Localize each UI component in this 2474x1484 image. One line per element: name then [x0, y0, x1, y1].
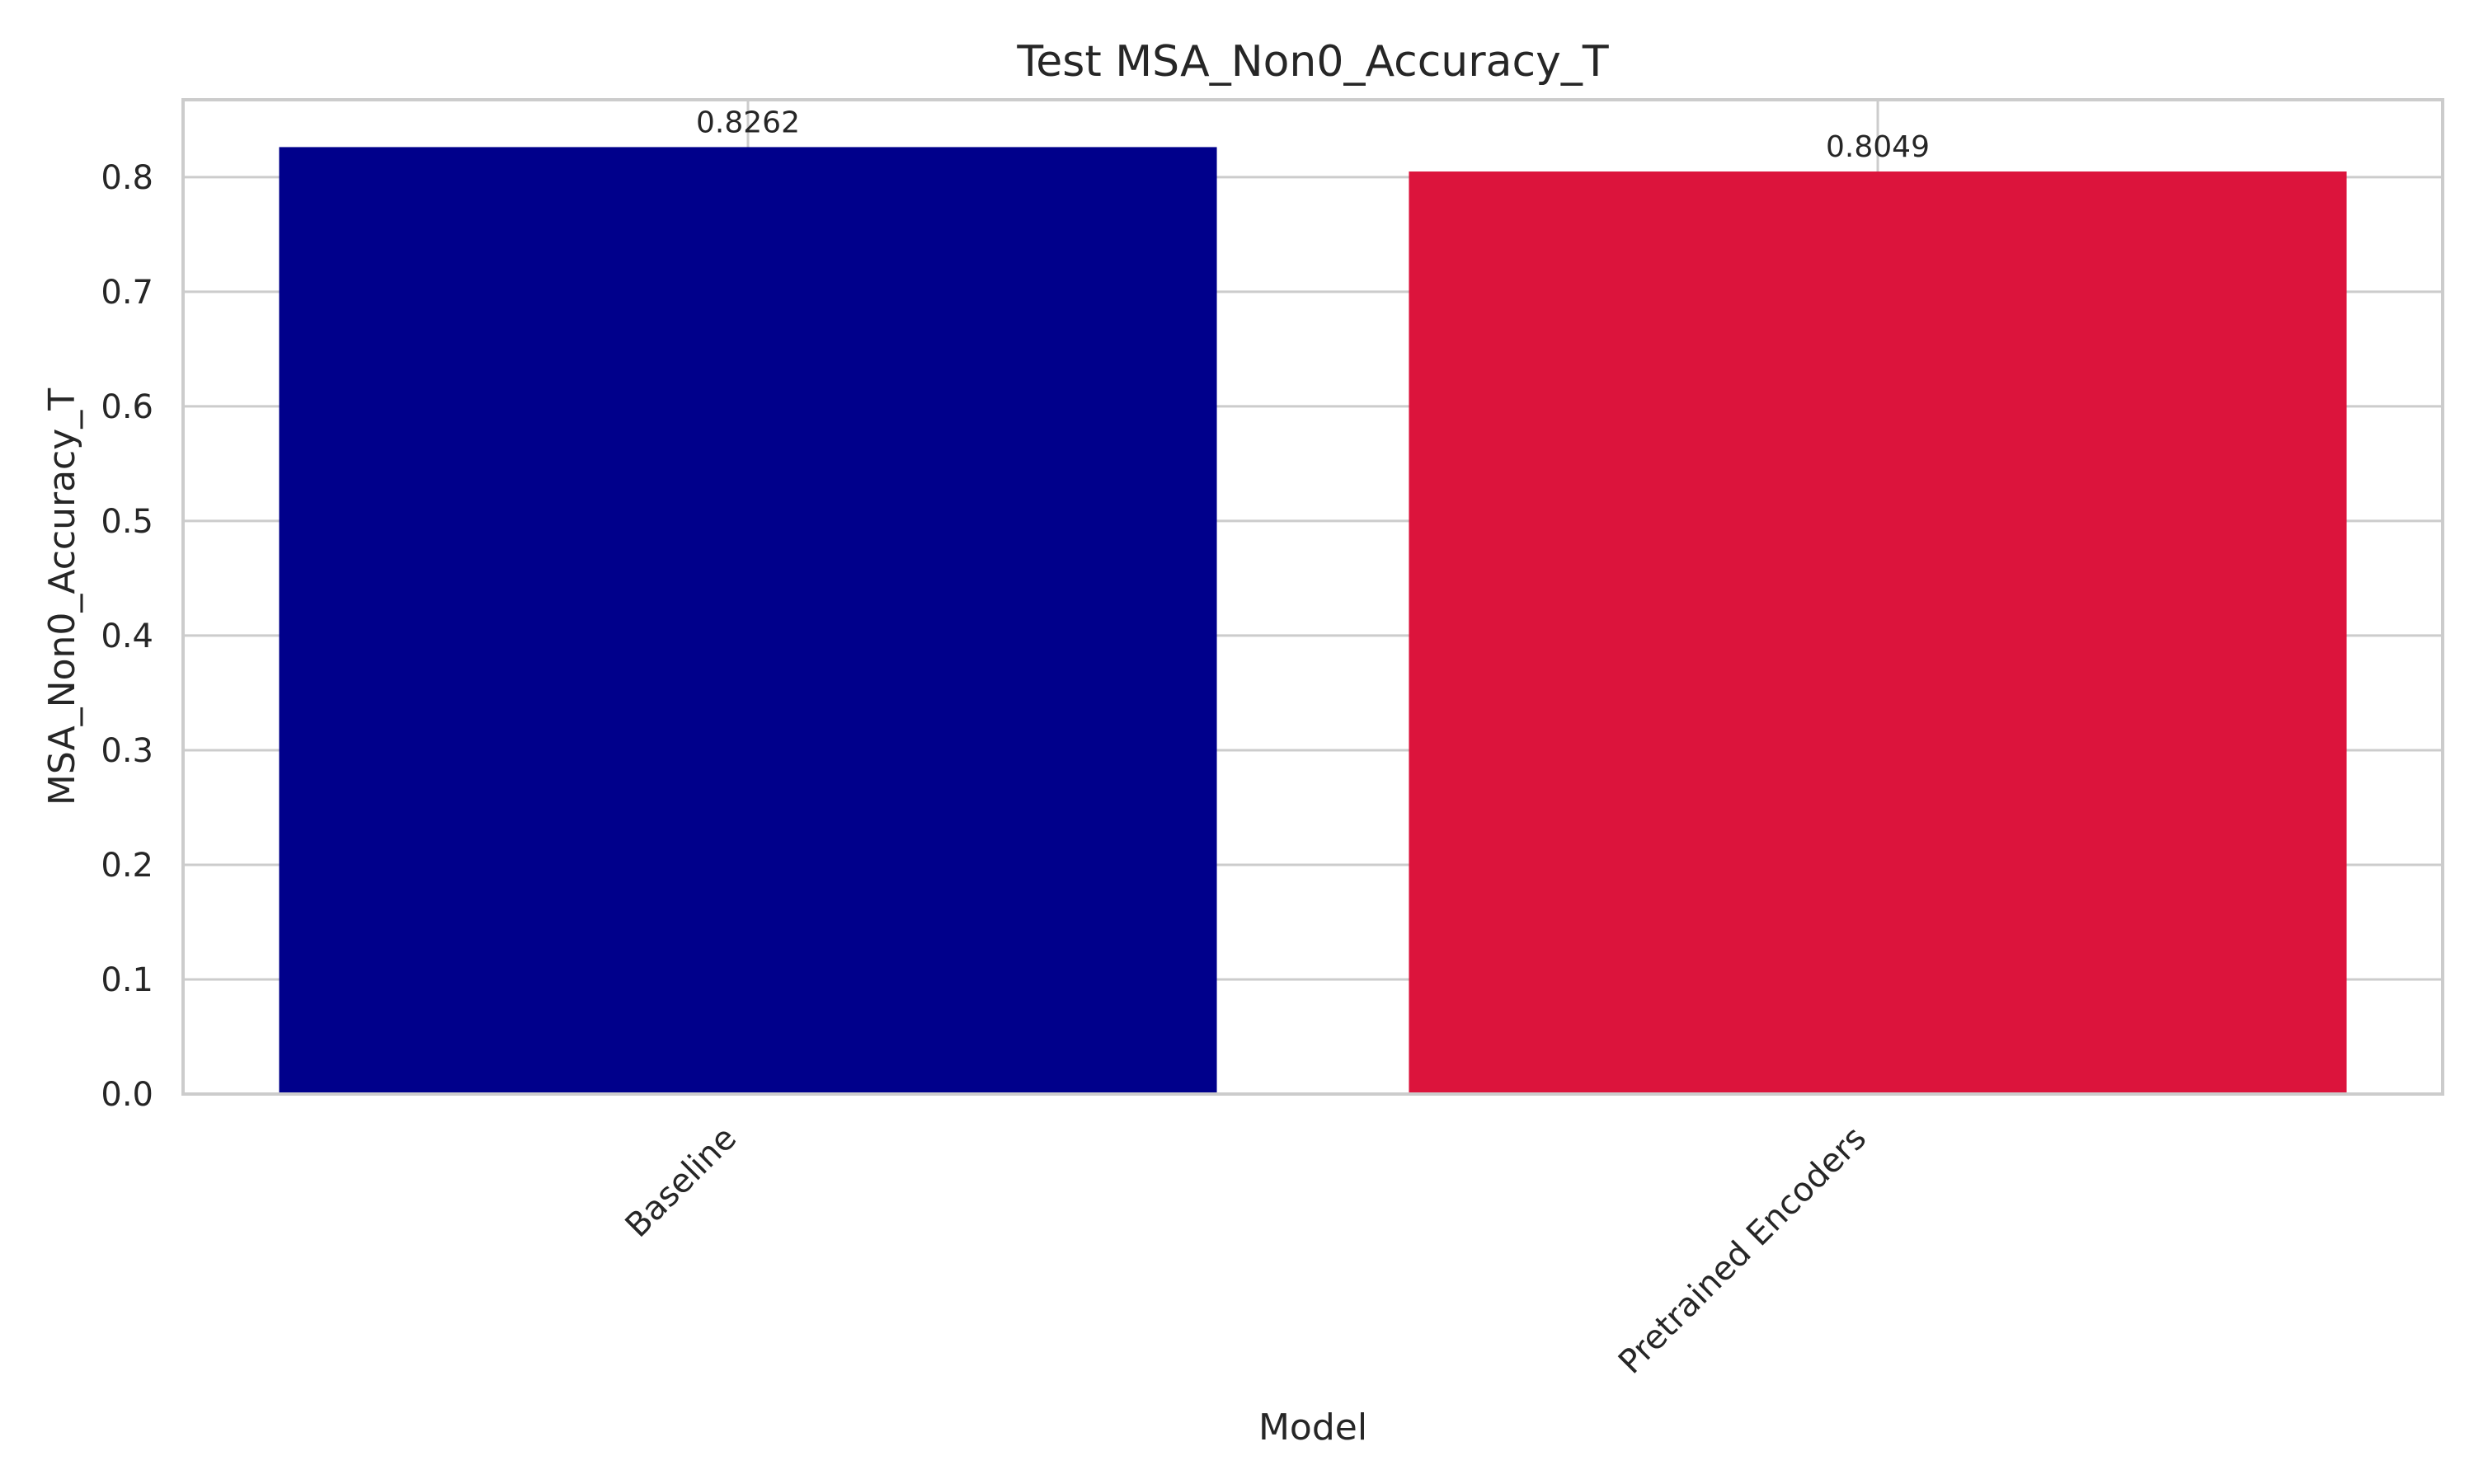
x-axis-label: Model — [1258, 1407, 1367, 1449]
plot-frame — [181, 98, 2444, 1096]
y-axis-label: MSA_Non0_Accuracy_T — [41, 388, 83, 805]
y-tick-labels: 0.0 0.1 0.2 0.3 0.4 0.5 0.6 0.7 0.8 — [101, 159, 153, 1114]
bars — [279, 147, 2347, 1095]
y-tick-label: 0.7 — [101, 274, 153, 312]
y-tick-label: 0.5 — [101, 503, 153, 541]
chart-title: Test MSA_Non0_Accuracy_T — [1016, 37, 1608, 87]
y-tick-label: 0.4 — [101, 618, 153, 655]
bar-value-label: 0.8049 — [1826, 130, 1930, 164]
bar-value-label: 0.8262 — [696, 106, 800, 139]
y-tick-label: 0.6 — [101, 388, 153, 426]
y-tick-label: 0.8 — [101, 159, 153, 197]
bar — [1409, 171, 2347, 1095]
bar — [279, 147, 1217, 1095]
y-tick-label: 0.3 — [101, 732, 153, 770]
y-tick-label: 0.1 — [101, 961, 153, 999]
data-labels: 0.8262 0.8049 — [696, 106, 1930, 164]
y-tick-label: 0.0 — [101, 1076, 153, 1114]
y-tick-label: 0.2 — [101, 847, 153, 885]
